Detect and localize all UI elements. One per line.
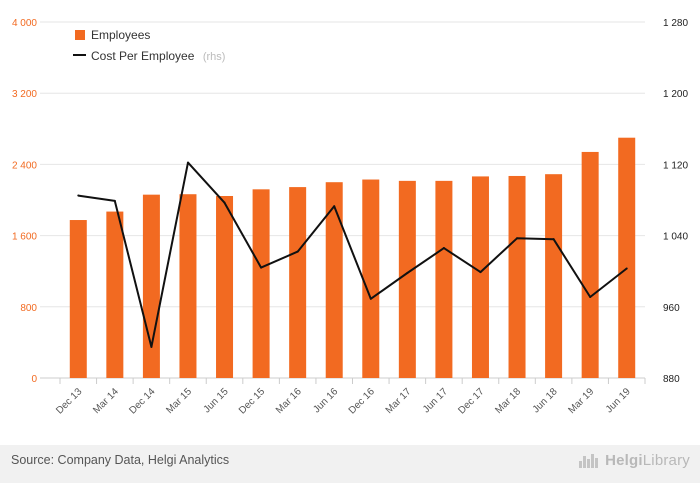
x-axis-tick-label: Jun 17 <box>421 386 450 415</box>
left-axis-tick-label: 2 400 <box>12 160 37 171</box>
cost-per-employee-line <box>77 161 628 348</box>
x-axis-tick-label: Mar 15 <box>164 386 194 416</box>
cost-per-employee-point <box>406 271 409 274</box>
employees-bar <box>216 195 234 378</box>
employees-bars <box>69 137 636 378</box>
right-axis-ticks: 880 960 1 040 1 120 1 200 1 280 <box>663 18 688 385</box>
left-axis-tick-label: 3 200 <box>12 89 37 100</box>
legend-label-rhs-suffix: (rhs) <box>203 51 226 63</box>
chart: 0 800 1 600 2 400 3 200 4 000 880 960 1 040 1 12… <box>12 18 688 417</box>
x-axis-tick-label: Mar 18 <box>493 386 523 416</box>
left-axis-tick-label: 4 000 <box>12 18 37 29</box>
cost-per-employee-point <box>186 161 189 164</box>
x-axis-tick-label: Jun 16 <box>311 386 340 415</box>
employees-bar <box>398 180 416 378</box>
legend: Employees Cost Per Employee (rhs) <box>73 28 225 64</box>
cost-per-employee-point <box>333 205 336 208</box>
left-axis-tick-label: 0 <box>31 374 37 385</box>
right-axis-tick-label: 1 040 <box>663 232 688 243</box>
source-note: Source: Company Data, Helgi Analytics <box>11 453 230 467</box>
employees-bar <box>142 194 160 378</box>
employees-bar <box>179 194 197 378</box>
x-axis-tick-label: Dec 15 <box>237 386 267 416</box>
x-axis-tick-label: Jun 18 <box>531 386 560 415</box>
x-axis-tick-label: Mar 16 <box>274 386 304 416</box>
helgi-library-logo-icon <box>579 454 599 468</box>
employees-bar <box>435 180 453 378</box>
employees-bar <box>69 220 87 378</box>
employees-bar <box>289 187 307 378</box>
left-axis-tick-label: 800 <box>20 303 37 314</box>
brand-logo: HelgiLibrary <box>578 451 690 469</box>
cost-per-employee-point <box>442 247 445 250</box>
left-axis-tick-label: 1 600 <box>12 232 37 243</box>
cost-per-employee-point <box>625 267 628 270</box>
x-axis-ticks: Dec 13 Mar 14 Dec 14 Mar 15 Jun 15 Dec 15 Mar … <box>54 378 646 417</box>
x-axis-tick-label: Dec 14 <box>127 386 157 416</box>
employees-bar <box>581 151 599 378</box>
x-axis-tick-label: Dec 16 <box>347 386 377 416</box>
x-axis-tick-label: Dec 17 <box>456 386 486 416</box>
employees-bar <box>508 175 526 378</box>
right-axis-tick-label: 1 280 <box>663 18 688 29</box>
x-axis-tick-label: Mar 17 <box>384 386 414 416</box>
right-axis-tick-label: 1 200 <box>663 89 688 100</box>
cost-per-employee-point <box>77 194 80 197</box>
x-axis-tick-label: Jun 15 <box>202 386 231 415</box>
employees-bar <box>471 176 489 378</box>
employees-bar <box>325 182 343 378</box>
brand-name-part1: Helgi <box>605 451 643 469</box>
x-axis-tick-label: Mar 14 <box>91 386 121 416</box>
x-axis-tick-label: Mar 19 <box>566 386 596 416</box>
right-axis-tick-label: 1 120 <box>663 160 688 171</box>
cost-per-employee-point <box>223 201 226 204</box>
cost-per-employee-point <box>589 296 592 299</box>
legend-label-cost-text: Cost Per Employee <box>91 49 195 63</box>
right-axis-tick-label: 880 <box>663 374 680 385</box>
footer-bar: Source: Company Data, Helgi Analytics He… <box>0 445 700 483</box>
employees-bar <box>252 189 270 378</box>
legend-label-cost-per-employee: Cost Per Employee (rhs) <box>91 47 225 64</box>
cost-per-employee-point <box>113 199 116 202</box>
legend-label-employees: Employees <box>91 28 150 42</box>
cost-per-employee-point <box>296 250 299 253</box>
employees-bar <box>362 179 380 378</box>
cost-per-employee-point <box>552 238 555 241</box>
x-axis-tick-label: Dec 13 <box>54 386 84 416</box>
legend-swatch-employees <box>75 30 85 40</box>
employees-bar <box>545 174 563 378</box>
cost-per-employee-series-line <box>78 161 628 348</box>
x-axis-tick-label: Jun 19 <box>604 386 633 415</box>
cost-per-employee-point <box>260 266 263 269</box>
cost-per-employee-point <box>516 237 519 240</box>
employees-bar <box>106 211 124 378</box>
left-axis-ticks: 0 800 1 600 2 400 3 200 4 000 <box>12 18 37 385</box>
brand-name: HelgiLibrary <box>605 452 690 469</box>
right-axis-tick-label: 960 <box>663 303 680 314</box>
cost-per-employee-point <box>150 345 153 348</box>
cost-per-employee-point <box>369 297 372 300</box>
cost-per-employee-point <box>479 271 482 274</box>
employees-bar <box>618 137 636 378</box>
brand-name-part2: Library <box>642 451 690 469</box>
